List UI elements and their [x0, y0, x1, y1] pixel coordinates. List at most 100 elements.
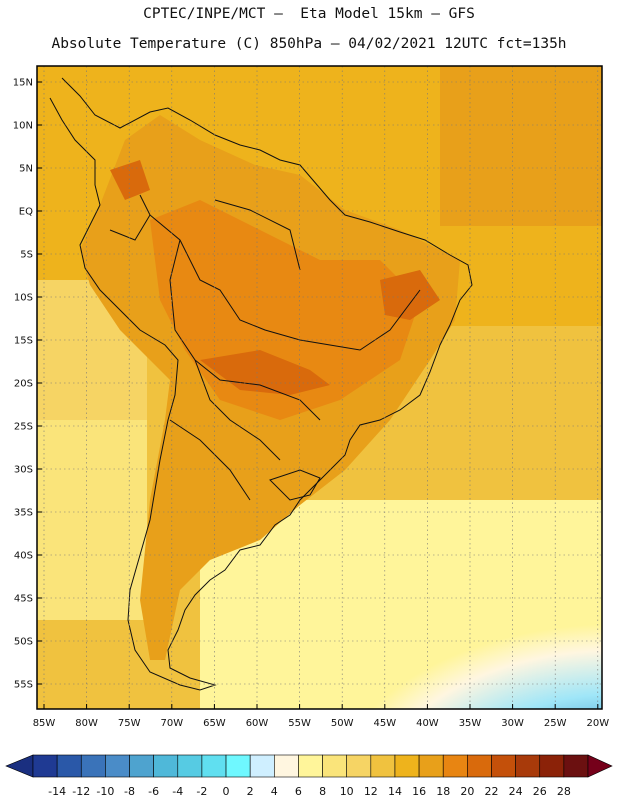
lat-tick-label: 50S: [14, 637, 33, 648]
border-bolivia-paraguay: [194, 359, 321, 421]
map-title-line-2: Absolute Temperature (C) 850hPa — 04/02/…: [51, 36, 567, 52]
colorbar-label: 18: [436, 785, 450, 798]
colorbar-low-arrow: [5, 754, 34, 778]
lat-tick-label: 20S: [14, 379, 33, 390]
longitude-labels: 85W 80W 75W 70W 65W 60W 55W 50W 45W 40W 35W 30W 25W 2…: [33, 704, 609, 729]
colorbar-swatch: [32, 754, 58, 778]
lon-tick-label: 50W: [331, 718, 354, 729]
colorbar-swatch: [442, 754, 468, 778]
lat-tick-label: 10S: [14, 293, 33, 304]
colorbar-swatch: [515, 754, 541, 778]
colorbar-swatch: [467, 754, 492, 778]
lat-tick-label: 30S: [14, 465, 33, 476]
lon-tick-label: 55W: [288, 718, 311, 729]
map-frame: [36, 65, 603, 710]
field-hotspot-center: [200, 350, 330, 395]
colorbar-swatch: [129, 754, 154, 778]
lat-tick-label: 45S: [14, 594, 33, 605]
field-pacific-south: [37, 420, 147, 620]
lon-tick-label: 85W: [33, 718, 56, 729]
colorbar-label: 28: [557, 785, 571, 798]
lon-tick-label: 70W: [160, 718, 183, 729]
lon-tick-label: 65W: [203, 718, 226, 729]
lat-tick-label: 25S: [14, 422, 33, 433]
colorbar-label: 12: [364, 785, 378, 798]
colorbar-swatch: [153, 754, 179, 778]
colorbar-swatch: [394, 754, 420, 778]
colorbar-label: 2: [247, 785, 254, 798]
lat-tick-label: 15N: [13, 78, 33, 89]
colorbar-swatch: [370, 754, 396, 778]
colorbar-label: 16: [412, 785, 426, 798]
lon-tick-label: 35W: [459, 718, 482, 729]
colorbar-swatch: [418, 754, 444, 778]
lat-tick-label: 35S: [14, 508, 33, 519]
border-argentina: [169, 419, 251, 501]
temperature-field: [37, 66, 602, 709]
uruguay-outline: [269, 469, 321, 501]
colorbar-swatch: [225, 754, 251, 778]
colorbar-swatch: [105, 754, 130, 778]
colorbar-label: -6: [148, 785, 159, 798]
colorbar-label: 24: [509, 785, 523, 798]
colorbar-swatch: [80, 754, 106, 778]
lon-tick-label: 40W: [416, 718, 439, 729]
graticule: [37, 66, 602, 709]
colorbar-label: -4: [172, 785, 183, 798]
lon-tick-label: 75W: [118, 718, 141, 729]
border-brazil-north: [149, 214, 421, 351]
lat-tick-label: 5N: [19, 164, 33, 175]
lon-tick-label: 80W: [75, 718, 98, 729]
colorbar-swatch: [322, 754, 347, 778]
field-hotspot-north: [110, 160, 150, 200]
colorbar-high-arrow: [587, 754, 613, 778]
colorbar-label: -8: [124, 785, 135, 798]
colorbar-swatch: [201, 754, 227, 778]
latitude-labels: 15N 10N 5N EQ 5S 10S 15S 20S 25S 30S 35S 40S 45S 50S 5…: [13, 78, 42, 691]
border-venezuela-guyana: [214, 199, 301, 271]
colorbar-label: 26: [533, 785, 547, 798]
lon-tick-label: 20W: [586, 718, 609, 729]
colorbar-label: 8: [319, 785, 326, 798]
lon-tick-label: 30W: [501, 718, 524, 729]
lat-tick-label: 55S: [14, 680, 33, 691]
colorbar-label: 0: [223, 785, 230, 798]
lat-tick-label: EQ: [19, 207, 33, 218]
lon-tick-label: 25W: [544, 718, 567, 729]
colorbar: -14 -12 -10 -8 -6 -4 -2 0 2 4 6 8 10 12 14 16 18 20 22 24 26…: [5, 754, 613, 798]
colorbar-label: 22: [484, 785, 498, 798]
colorbar-swatch: [491, 754, 516, 778]
colorbar-swatch: [177, 754, 203, 778]
lat-tick-label: 15S: [14, 336, 33, 347]
map-title-line-1: CPTEC/INPE/MCT — Eta Model 15km — GFS: [143, 6, 475, 22]
colorbar-swatch: [56, 754, 82, 778]
field-cold-anomaly: [190, 480, 602, 709]
colorbar-label: 6: [295, 785, 302, 798]
colorbar-label: 4: [271, 785, 278, 798]
colorbar-label: 10: [340, 785, 354, 798]
colorbar-swatch: [298, 754, 323, 778]
lon-tick-label: 45W: [373, 718, 396, 729]
colorbar-swatch: [539, 754, 565, 778]
colorbar-label: -12: [72, 785, 90, 798]
colorbar-label: 20: [460, 785, 474, 798]
colorbar-label: -2: [196, 785, 207, 798]
colorbar-label: -10: [96, 785, 114, 798]
lon-tick-label: 60W: [246, 718, 269, 729]
colorbar-swatch: [563, 754, 589, 778]
colorbar-label: -14: [48, 785, 66, 798]
colorbar-label: 14: [388, 785, 402, 798]
field-hotspot-northeast: [380, 270, 440, 320]
border-ecuador-colombia: [109, 194, 151, 241]
border-andes-east: [169, 239, 281, 461]
coastlines: [49, 77, 473, 691]
lat-tick-label: 40S: [14, 551, 33, 562]
colorbar-swatch: [249, 754, 275, 778]
south-america-coastline: [49, 77, 473, 691]
lat-tick-label: 5S: [20, 250, 33, 261]
field-northeast-ocean: [440, 66, 602, 226]
colorbar-swatch: [346, 754, 372, 778]
colorbar-swatch: [274, 754, 299, 778]
lat-tick-label: 10N: [13, 121, 33, 132]
